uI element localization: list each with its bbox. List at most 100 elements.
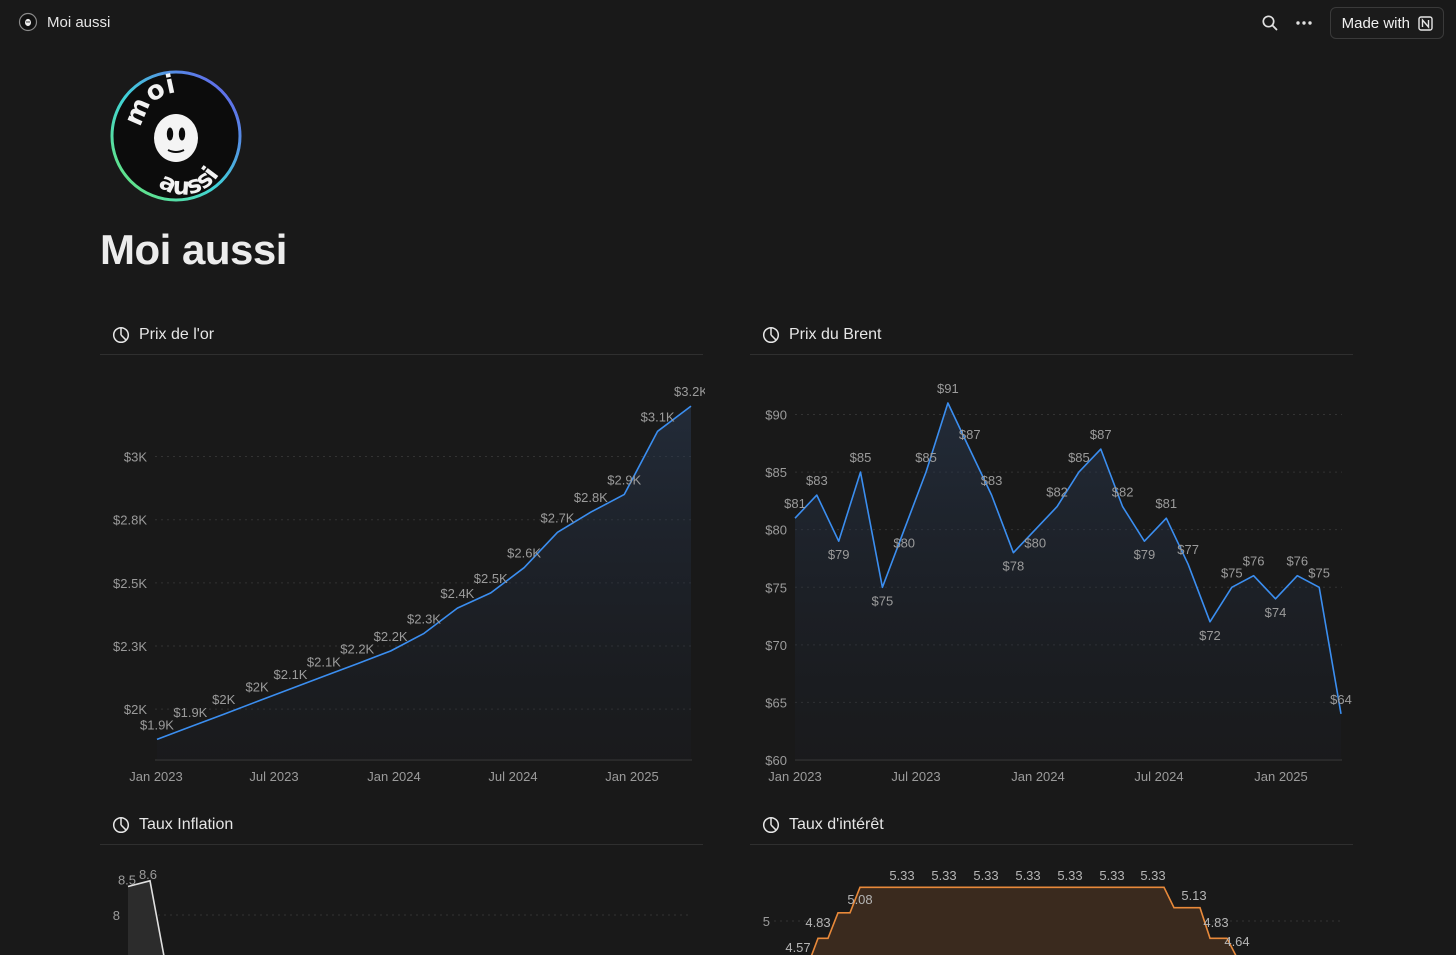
data-label: $85 [850, 450, 872, 465]
series-line [794, 402, 1342, 715]
data-label: 5.33 [1099, 868, 1124, 883]
top-bar: Moi aussi Made with [0, 0, 1456, 46]
series-area [128, 880, 190, 955]
series-line [156, 405, 692, 741]
y-tick-label: $65 [765, 695, 787, 710]
data-label: 5.08 [847, 892, 872, 907]
brent-chart-header: Prix du Brent [750, 315, 1353, 355]
search-icon[interactable] [1258, 11, 1282, 35]
chart-icon [112, 816, 130, 833]
made-with-notion-button[interactable]: Made with [1329, 7, 1444, 39]
data-label: 5.33 [889, 868, 914, 883]
data-label: $76 [1243, 554, 1265, 569]
data-label: $1.9K [140, 717, 174, 732]
series-area [800, 887, 1237, 955]
rates-chart-header: Taux d'intérêt [750, 805, 1353, 845]
interest-rate-chart[interactable]: 5 4.57 4.83 5.08 5.33 5.33 5.33 5.33 5.33 5.33 5.3… [750, 855, 1355, 955]
data-label: $64 [1330, 692, 1352, 707]
inflation-chart[interactable]: 88.58.66.97 [100, 855, 705, 955]
data-label: 5.33 [973, 868, 998, 883]
more-options-icon[interactable] [1292, 11, 1316, 35]
data-label: $74 [1265, 605, 1287, 620]
brent-chart-title: Prix du Brent [789, 325, 882, 343]
data-label: $87 [959, 427, 981, 442]
y-tick-label: $90 [765, 408, 787, 423]
site-logo-icon [18, 12, 38, 32]
data-label: $2.3K [407, 611, 441, 626]
data-label: $81 [1155, 496, 1177, 511]
rates-chart-title: Taux d'intérêt [789, 815, 884, 833]
x-tick-label: Jan 2023 [768, 769, 822, 784]
data-label: $82 [1046, 485, 1068, 500]
y-tick-label: $2.3K [113, 639, 147, 654]
gold-price-chart[interactable]: $2K$2.3K$2.5K$2.8K$3K$1.9K$1.9K$2K$2K$2.… [100, 365, 705, 795]
data-label: $2.8K [574, 490, 608, 505]
page-title: Moi aussi [100, 226, 287, 273]
made-with-label: Made with [1341, 14, 1410, 32]
data-label: $75 [1221, 565, 1243, 580]
data-label: $83 [806, 473, 828, 488]
data-label: $78 [1003, 559, 1025, 574]
data-label: 5.33 [931, 868, 956, 883]
data-label: $2.2K [340, 642, 374, 657]
data-label: $80 [893, 536, 915, 551]
data-label: $81 [784, 496, 806, 511]
data-label: 5.33 [1140, 868, 1165, 883]
data-label: $85 [1068, 450, 1090, 465]
y-tick-label: $80 [765, 523, 787, 538]
data-label: 5.33 [1057, 868, 1082, 883]
data-label: 4.57 [785, 940, 810, 955]
notion-icon [1418, 15, 1433, 31]
data-label: 8.5 [118, 873, 136, 888]
series-area [157, 406, 691, 760]
x-tick-label: Jan 2025 [605, 769, 659, 784]
data-label: $2.7K [541, 510, 575, 525]
data-label: $72 [1199, 628, 1221, 643]
data-label: $2.1K [307, 654, 341, 669]
data-label: $80 [1024, 536, 1046, 551]
chart-icon [762, 816, 780, 833]
data-label: $2.6K [507, 546, 541, 561]
y-tick-label: $70 [765, 638, 787, 653]
x-tick-label: Jan 2024 [367, 769, 421, 784]
series-line [810, 886, 1237, 955]
x-tick-label: Jan 2025 [1254, 769, 1308, 784]
inflation-chart-header: Taux Inflation [100, 805, 703, 845]
data-label: $2.2K [374, 629, 408, 644]
data-label: 4.83 [805, 915, 830, 930]
data-label: $2K [246, 680, 269, 695]
page-logo-image: moi aussi [110, 69, 242, 202]
data-label: 5.13 [1181, 888, 1206, 903]
series-line [127, 879, 165, 955]
data-label: $1.9K [173, 705, 207, 720]
x-tick-label: Jul 2024 [1134, 769, 1183, 784]
brand-link[interactable]: Moi aussi [18, 12, 110, 32]
y-tick-label: $2K [124, 702, 147, 717]
data-label: $82 [1112, 485, 1134, 500]
chart-icon [762, 326, 780, 343]
data-label: 4.83 [1203, 915, 1228, 930]
data-label: $77 [1177, 542, 1199, 557]
data-label: $2.5K [474, 571, 508, 586]
y-tick-label: $2.5K [113, 576, 147, 591]
data-label: 4.64 [1224, 934, 1249, 949]
data-label: $91 [937, 381, 959, 396]
y-tick-label: $75 [765, 580, 787, 595]
data-label: $3.2K [674, 384, 705, 399]
data-label: 8.6 [139, 867, 157, 882]
gold-chart-title: Prix de l'or [139, 325, 215, 343]
chart-icon [112, 326, 130, 343]
data-label: $2.9K [607, 472, 641, 487]
x-tick-label: Jul 2023 [249, 769, 298, 784]
y-tick-label: $85 [765, 465, 787, 480]
data-label: $76 [1286, 554, 1308, 569]
data-label: $75 [1308, 565, 1330, 580]
data-label: $2.1K [274, 667, 308, 682]
data-label: 5.33 [1015, 868, 1040, 883]
x-tick-label: Jul 2023 [891, 769, 940, 784]
app-title: Moi aussi [47, 13, 111, 31]
x-tick-label: Jan 2024 [1011, 769, 1065, 784]
brent-price-chart[interactable]: $60$65$70$75$80$85$90$81$83$79$85$75$80$… [750, 365, 1355, 795]
data-label: $79 [828, 547, 850, 562]
data-label: $2K [212, 692, 235, 707]
